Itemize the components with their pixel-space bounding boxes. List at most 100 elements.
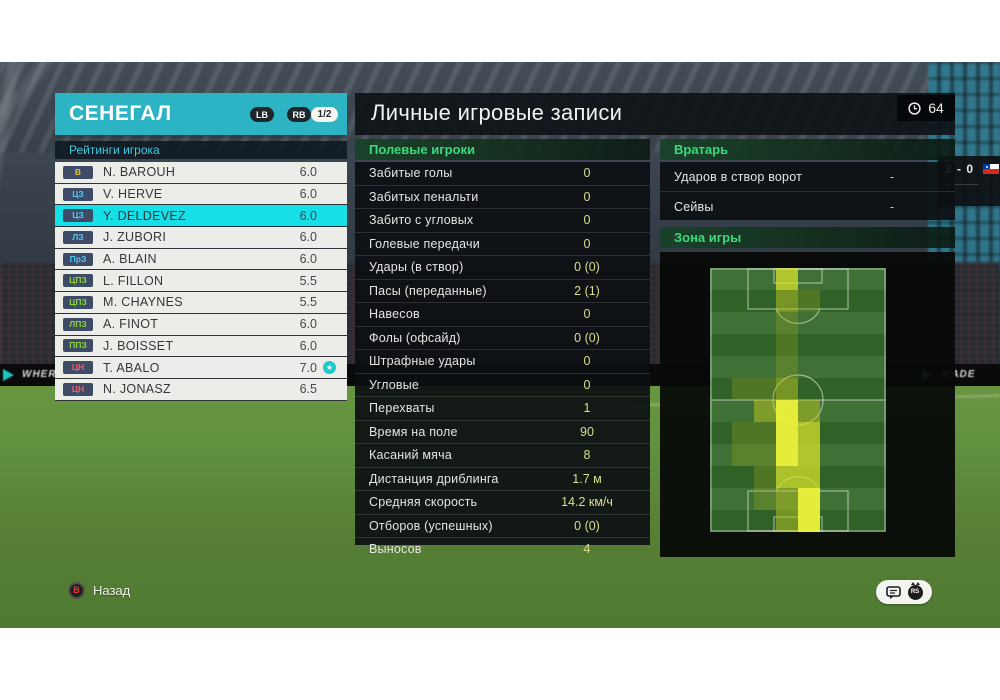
player-row[interactable]: ЦН T. ABALO 7.0 ★ (55, 357, 347, 379)
heatmap-cell (864, 400, 886, 422)
player-rating: 6.0 (299, 230, 317, 245)
player-name: A. FINOT (103, 317, 159, 332)
heatmap-cell (842, 488, 864, 510)
heatmap-cell (732, 378, 754, 400)
stat-label: Штрафные удары (369, 354, 476, 369)
field-players-header: Полевые игроки (355, 139, 650, 160)
right-stick-icon[interactable]: RS (907, 581, 923, 600)
heatmap-cell (864, 466, 886, 488)
rb-button[interactable]: RB (287, 107, 311, 122)
stat-label: Время на поле (369, 424, 458, 439)
clock-icon (908, 101, 921, 115)
heatmap-cell (798, 400, 820, 422)
player-rating: 7.0 (299, 360, 317, 375)
heatmap-cell (798, 444, 820, 466)
player-row[interactable]: ЛПЗ A. FINOT 6.0 (55, 313, 347, 336)
heatmap-cell (732, 510, 754, 532)
lb-button[interactable]: LB (250, 107, 274, 122)
player-name: N. BAROUH (103, 165, 176, 180)
heatmap-cell (798, 356, 820, 378)
heatmap-cell (710, 510, 732, 532)
heatmap-cell (864, 290, 886, 312)
heatmap-cell (864, 268, 886, 290)
heatmap-cell (776, 466, 798, 488)
stat-row: Голевые передачи 0 (355, 231, 650, 256)
heatmap-cell (820, 356, 842, 378)
heatmap-cell (754, 356, 776, 378)
stat-label: Забито с угловых (369, 213, 474, 228)
heatmap-cell (754, 290, 776, 312)
stat-row: Фолы (офсайд) 0 (0) (355, 325, 650, 350)
heatmap-cell (754, 466, 776, 488)
stat-value: 0 (0) (574, 260, 600, 275)
stat-label: Фолы (офсайд) (369, 330, 461, 345)
heatmap-cell (732, 466, 754, 488)
player-row[interactable]: ЛЗ J. ZUBORI 6.0 (55, 227, 347, 249)
ad-text-left: WHERE (22, 369, 65, 380)
player-row[interactable]: В N. BAROUH 6.0 (55, 162, 347, 184)
stat-value: 1 (583, 401, 591, 416)
heatmap-cell (820, 466, 842, 488)
heatmap-cell (842, 422, 864, 444)
player-name: J. BOISSET (103, 338, 174, 353)
heatmap-cell (864, 312, 886, 334)
chat-icon[interactable] (885, 585, 901, 599)
player-row[interactable]: ПрЗ A. BLAIN 6.0 (55, 248, 347, 271)
heatmap-cell (798, 290, 820, 312)
player-row[interactable]: ЦЗ V. HERVE 6.0 (55, 183, 347, 206)
player-rating: 5.5 (299, 273, 317, 288)
player-rating: 6.0 (299, 165, 317, 180)
position-badge: ЛПЗ (63, 317, 93, 331)
heatmap-cell (842, 268, 864, 290)
heatmap-cell (820, 488, 842, 510)
screen-titlebar: Личные игровые записи 64 (355, 93, 955, 135)
position-badge: ЦПЗ (63, 274, 93, 288)
heatmap-cell (798, 312, 820, 334)
position-badge: ЦЗ (63, 209, 93, 223)
stat-label: Выносов (369, 542, 422, 557)
heatmap-cell (710, 422, 732, 444)
player-name: N. JONASZ (103, 382, 171, 397)
heatmap-cell (776, 488, 798, 510)
field-players-stats: Забитые голы 0 Забитых пенальти 0 Забито с у… (355, 162, 650, 556)
stat-value: 0 (583, 377, 591, 392)
heatmap-cell (864, 422, 886, 444)
heatmap-cell (710, 444, 732, 466)
heatmap-cell (820, 312, 842, 334)
ad-text-right: MADE (942, 369, 976, 380)
stat-value: 0 (583, 307, 591, 322)
heatmap-cell (842, 400, 864, 422)
heatmap-cell (842, 356, 864, 378)
stat-value: 90 (580, 424, 594, 439)
player-rating: 6.0 (299, 338, 317, 353)
back-button[interactable]: B Назад (68, 582, 130, 599)
player-row[interactable]: ЦПЗ M. CHAYNES 5.5 (55, 292, 347, 314)
heatmap-cell (864, 356, 886, 378)
heatmap-cell (754, 312, 776, 334)
heatmap-cell (798, 488, 820, 510)
player-row[interactable]: ЦЗ Y. DELDEVEZ 6.0 (55, 205, 347, 228)
stat-value: 0 (0) (574, 518, 600, 533)
heatmap-cell (776, 312, 798, 334)
stat-row: Удары (в створ) 0 (0) (355, 255, 650, 279)
stat-value: 2 (1) (574, 283, 600, 298)
player-row[interactable]: ЦН N. JONASZ 6.5 (55, 378, 347, 401)
heatmap-cell (864, 378, 886, 400)
stat-label: Сейвы (674, 199, 714, 214)
heatmap-cell (842, 334, 864, 356)
heatmap-cell (842, 312, 864, 334)
chile-flag-icon (983, 164, 1000, 174)
page-indicator: 1/2 (311, 107, 338, 122)
heatmap-cell (732, 334, 754, 356)
heatmap-cell (842, 466, 864, 488)
heatmap-cell (776, 400, 798, 422)
player-row[interactable]: ППЗ J. BOISSET 6.0 (55, 335, 347, 358)
player-name: L. FILLON (103, 273, 164, 288)
heatmap-cell (842, 290, 864, 312)
player-row[interactable]: ЦПЗ L. FILLON 5.5 (55, 270, 347, 293)
stat-row: Навесов 0 (355, 302, 650, 326)
stat-row: Время на поле 90 (355, 419, 650, 444)
team-header: СЕНЕГАЛ LB RB 1/2 (55, 93, 347, 135)
heatmap-cell (710, 312, 732, 334)
heatmap-cell (732, 444, 754, 466)
